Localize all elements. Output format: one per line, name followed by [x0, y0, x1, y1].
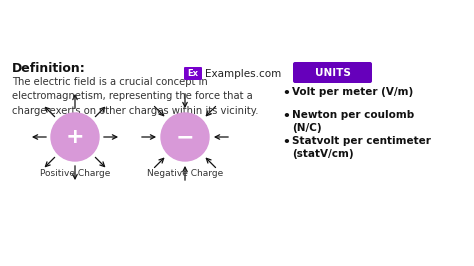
- Text: Positive Charge: Positive Charge: [40, 169, 110, 178]
- Text: The electric field is a crucial concept in
electromagnetism, representing the fo: The electric field is a crucial concept …: [12, 77, 258, 116]
- FancyBboxPatch shape: [184, 67, 202, 80]
- Text: Definition:: Definition:: [12, 62, 86, 75]
- Text: −: −: [176, 127, 194, 147]
- Text: •: •: [282, 87, 290, 100]
- Text: Volt per meter (V/m): Volt per meter (V/m): [292, 87, 413, 97]
- Text: •: •: [282, 110, 290, 123]
- Circle shape: [51, 113, 99, 161]
- Text: Negative Charge: Negative Charge: [147, 169, 223, 178]
- Text: Statvolt per centimeter
(statV/cm): Statvolt per centimeter (statV/cm): [292, 136, 431, 159]
- Text: UNITS: UNITS: [315, 68, 350, 77]
- Text: •: •: [282, 136, 290, 149]
- Text: Examples.com: Examples.com: [205, 69, 281, 78]
- Text: Ex: Ex: [188, 69, 199, 78]
- Text: UNITS OF ELECTRIC FIELD: UNITS OF ELECTRIC FIELD: [16, 11, 458, 40]
- Circle shape: [161, 113, 209, 161]
- Text: Newton per coulomb
(N/C): Newton per coulomb (N/C): [292, 110, 414, 133]
- FancyBboxPatch shape: [293, 62, 372, 83]
- Text: +: +: [66, 127, 84, 147]
